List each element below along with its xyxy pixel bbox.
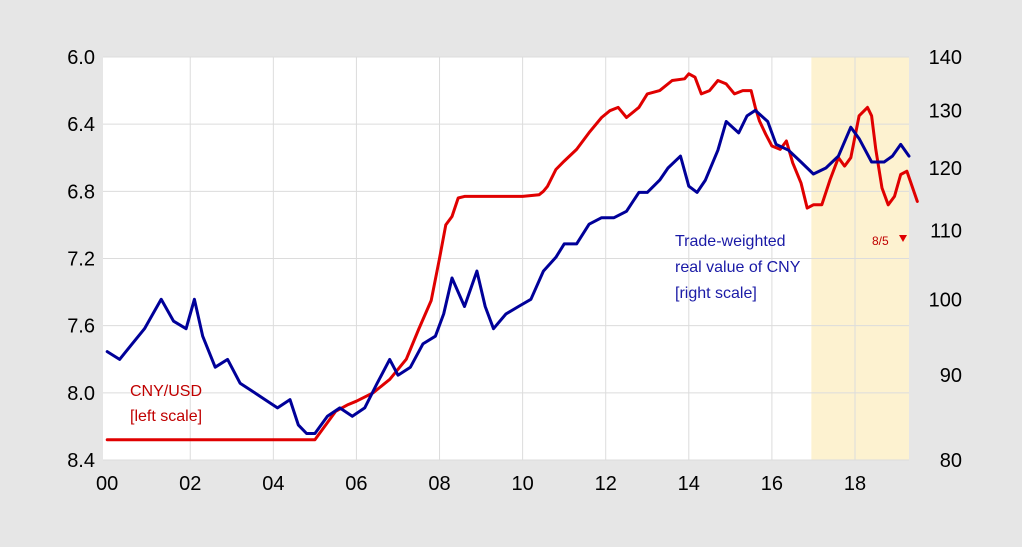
trade-weighted-series-line [105, 108, 911, 435]
cny-usd-label-line2: [left scale] [130, 408, 202, 425]
left-tick-label: 6.8 [67, 181, 95, 203]
cny-usd-label-line1: CNY/USD [130, 383, 202, 400]
x-tick-label: 00 [96, 473, 118, 495]
x-tick-label: 02 [179, 473, 201, 495]
right-tick-label: 80 [940, 450, 962, 472]
left-tick-label: 6.4 [67, 114, 95, 136]
left-tick-label: 8.0 [67, 383, 95, 405]
x-tick-label: 14 [678, 473, 700, 495]
left-tick-label: 7.2 [67, 249, 95, 271]
right-tick-label: 130 [929, 100, 962, 122]
x-tick-label: 18 [844, 473, 866, 495]
x-tick-label: 12 [595, 473, 617, 495]
left-tick-label: 6.0 [67, 47, 95, 69]
left-tick-label: 7.6 [67, 316, 95, 338]
trade-weighted-label-line3: [right scale] [675, 285, 757, 302]
right-axis-ticks: 140 130 120 110 100 90 80 [929, 47, 962, 472]
right-tick-label: 110 [930, 221, 962, 243]
series-layer [105, 72, 919, 442]
date-marker-arrow-icon [899, 235, 907, 242]
cny-usd-series-line [105, 72, 919, 442]
x-tick-label: 04 [262, 473, 284, 495]
x-tick-label: 06 [345, 473, 367, 495]
trade-weighted-label-line2: real value of CNY [675, 259, 801, 276]
right-tick-label: 90 [940, 365, 962, 387]
x-tick-label: 10 [511, 473, 533, 495]
left-axis-ticks: 6.0 6.4 6.8 7.2 7.6 8.0 8.4 [67, 47, 95, 472]
right-tick-label: 100 [929, 289, 962, 311]
right-tick-label: 140 [929, 47, 962, 69]
horizontal-gridlines [103, 56, 909, 461]
left-tick-label: 8.4 [67, 450, 95, 472]
x-axis-ticks: 00 02 04 06 08 10 12 14 16 18 [96, 473, 866, 495]
x-tick-label: 16 [761, 473, 783, 495]
date-marker-label: 8/5 [872, 234, 889, 248]
trade-weighted-label-line1: Trade-weighted [675, 233, 786, 250]
x-tick-label: 08 [428, 473, 450, 495]
right-tick-label: 120 [929, 158, 962, 180]
